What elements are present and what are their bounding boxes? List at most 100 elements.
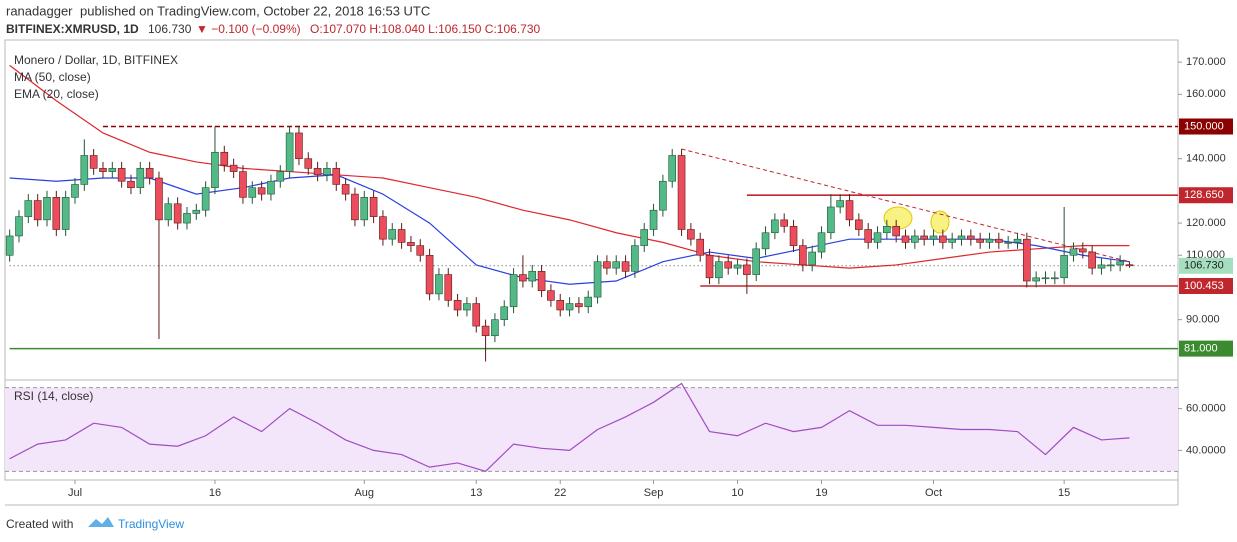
candle-body [649, 209, 658, 230]
candle-body [285, 132, 294, 172]
change: ▼ −0.100 (−0.09%) [196, 22, 301, 36]
candle-body [995, 238, 1003, 243]
candle-body [1125, 264, 1134, 267]
candle-body [379, 216, 387, 240]
candle-body [1023, 238, 1031, 282]
footer-brand[interactable]: TradingView [118, 517, 184, 531]
highlight [930, 210, 950, 234]
y-tick-label: 160.000 [1186, 88, 1226, 100]
x-tick-label: Oct [925, 487, 942, 499]
candle-body [855, 219, 863, 230]
level-label: 150.000 [1184, 120, 1224, 132]
candle-body [901, 235, 910, 243]
candle-body [696, 238, 705, 256]
candle-body [612, 261, 621, 269]
candle-body [659, 180, 667, 211]
candle-body [351, 193, 359, 221]
candle-body [743, 264, 751, 275]
candle-body [547, 290, 555, 301]
level-label-bg [1179, 277, 1233, 294]
legend-title: Monero / Dollar, 1D, BITFINEX [14, 53, 178, 67]
candle-body [920, 235, 928, 240]
candle-body [780, 219, 789, 227]
level-label-bg [1179, 257, 1233, 274]
candle-body [127, 180, 135, 188]
candle-body [43, 197, 51, 221]
x-tick-label: 13 [470, 487, 482, 499]
candle-body [864, 229, 872, 243]
candle-body [911, 235, 919, 243]
candle-body [276, 171, 285, 182]
candle-body [136, 168, 145, 188]
marks: 170.000160.000140.000120.000110.00090.00… [5, 56, 1233, 499]
candle-body [761, 232, 770, 250]
candle-body [15, 216, 23, 237]
candle-body [155, 177, 163, 221]
candle-body [789, 225, 798, 246]
candle-body [388, 229, 397, 240]
candle-body [883, 225, 891, 234]
candle-body [715, 261, 723, 279]
footer-created: Created with [6, 517, 73, 531]
candle-body [164, 203, 173, 221]
candle-body [304, 158, 313, 169]
candle-body [948, 238, 956, 243]
candle-body [621, 261, 630, 272]
level-label-bg [1179, 340, 1233, 357]
price: 106.730 [148, 22, 192, 36]
candle-body [1079, 248, 1087, 253]
candle-body [1060, 254, 1068, 279]
candle-body [407, 242, 415, 246]
symbol: BITFINEX:XMRUSD, 1D [6, 22, 139, 36]
candle-body [117, 168, 126, 182]
candle-body [463, 303, 471, 311]
y-tick-label: 170.000 [1186, 56, 1226, 68]
brand-logo [88, 517, 114, 527]
level-label: 81.000 [1184, 343, 1218, 355]
x-tick-label: Sep [644, 487, 664, 499]
candle-body [771, 219, 779, 234]
candle-body [873, 232, 882, 243]
candle-body [248, 187, 257, 198]
candle-body [556, 300, 565, 311]
candle-body [24, 200, 33, 217]
highlight [883, 206, 913, 230]
candle-body [827, 206, 835, 234]
candle-body [472, 303, 481, 327]
legend-entry: EMA (20, close) [14, 87, 99, 101]
published: published on TradingView.com, October 22… [80, 3, 430, 18]
level-label-bg [1179, 187, 1233, 204]
candle-body [1088, 251, 1096, 269]
candle-body [99, 168, 107, 172]
candle-body [481, 325, 490, 337]
candle-body [183, 213, 191, 224]
candle-body [369, 197, 378, 217]
x-tick-label: 22 [554, 487, 566, 499]
candle-body [575, 303, 583, 308]
candle-body [817, 232, 826, 253]
y-tick-label: 60.0000 [1186, 402, 1226, 414]
candle-body [229, 164, 238, 172]
candle-body [61, 197, 70, 230]
candle-body [52, 197, 61, 230]
candle-body [705, 254, 714, 279]
candle-body [584, 296, 593, 308]
x-tick-label: 10 [731, 487, 743, 499]
candle-body [1004, 242, 1012, 244]
candle-body [967, 235, 975, 240]
x-tick-label: Aug [354, 487, 374, 499]
candle-body [1041, 277, 1050, 280]
candle-body [313, 168, 322, 176]
candle-body [509, 274, 518, 308]
candle-body [519, 274, 527, 282]
candle-body [192, 209, 201, 214]
candle-body [565, 303, 574, 311]
publisher: ranadagger [6, 3, 73, 18]
rsi-line [9, 382, 1130, 472]
candle-body [957, 235, 966, 240]
candle-body [1013, 238, 1022, 243]
candle-body [1051, 277, 1059, 280]
candle-body [89, 155, 98, 169]
level-label: 106.730 [1184, 260, 1224, 272]
